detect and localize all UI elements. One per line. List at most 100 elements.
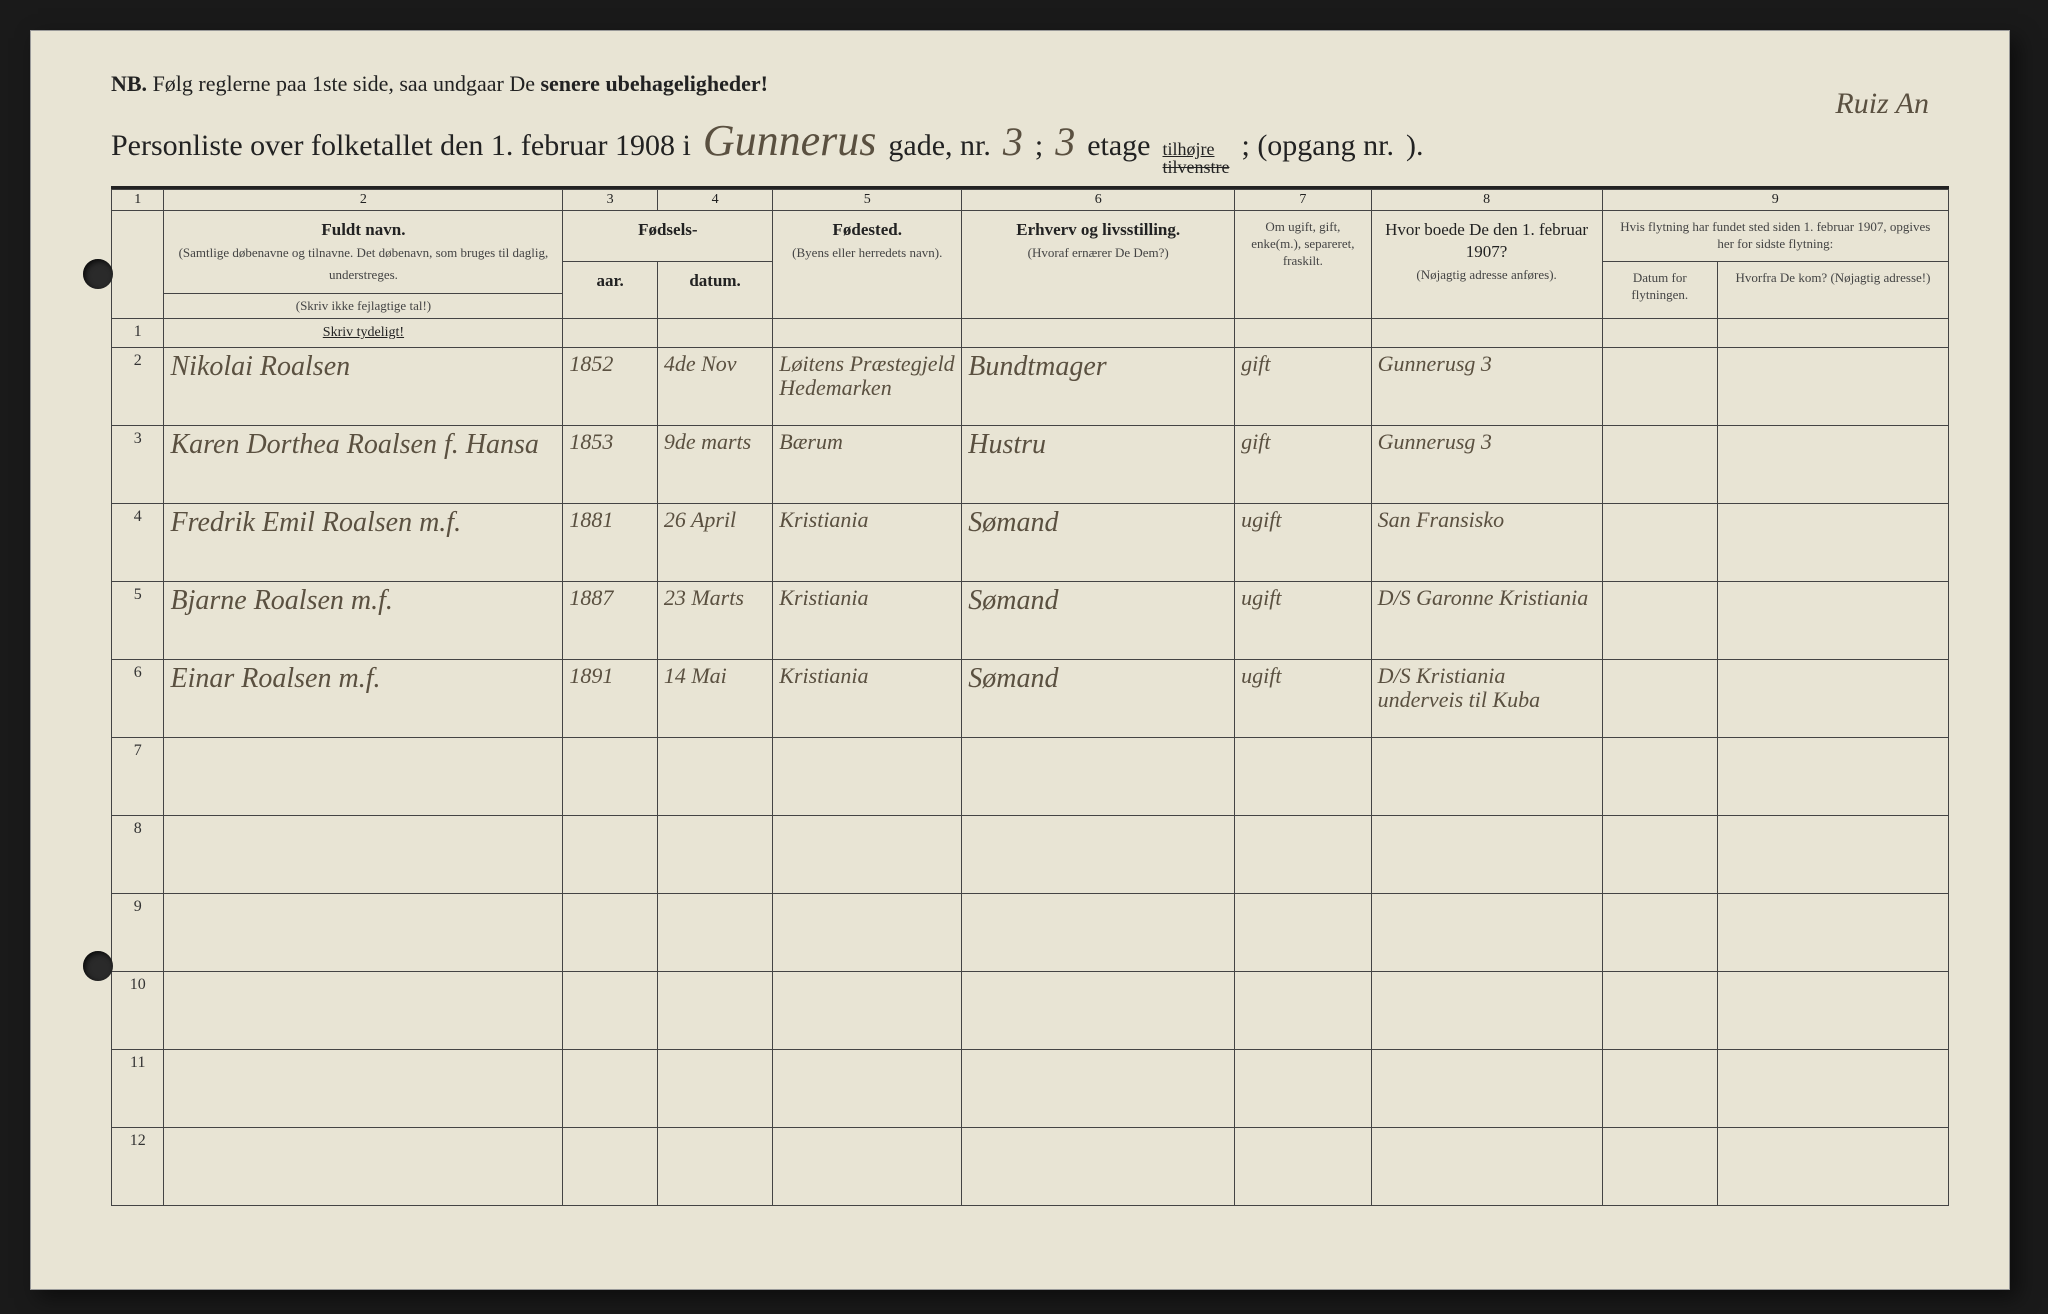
cell-birthplace bbox=[773, 894, 962, 972]
cell-movefrom bbox=[1717, 972, 1948, 1050]
cell-occupation: Sømand bbox=[962, 582, 1235, 660]
cell-birthplace bbox=[773, 738, 962, 816]
cell-movefrom bbox=[1717, 660, 1948, 738]
row-num: 10 bbox=[112, 972, 164, 1050]
table-row: 2Nikolai Roalsen18524de NovLøitens Præst… bbox=[112, 348, 1949, 426]
cell-year: 1887 bbox=[563, 582, 657, 660]
cell-name bbox=[164, 738, 563, 816]
cell-occupation: Hustru bbox=[962, 426, 1235, 504]
row-num: 2 bbox=[112, 348, 164, 426]
table-row: 11 bbox=[112, 1050, 1949, 1128]
header-flytning: Hvis flytning har fundet sted siden 1. f… bbox=[1602, 211, 1948, 262]
nb-warning: NB. Følg reglerne paa 1ste side, saa und… bbox=[111, 71, 1949, 97]
colnum: 3 bbox=[563, 190, 657, 211]
cell-occupation bbox=[962, 894, 1235, 972]
etage-label: etage bbox=[1087, 129, 1150, 163]
cell-birthplace bbox=[773, 816, 962, 894]
cell-date: 26 April bbox=[657, 504, 772, 582]
skriv-ikke: (Skriv ikke fejlagtige tal!) bbox=[164, 294, 563, 319]
cell-date: 23 Marts bbox=[657, 582, 772, 660]
table-row: 3Karen Dorthea Roalsen f. Hansa18539de m… bbox=[112, 426, 1949, 504]
colnum: 2 bbox=[164, 190, 563, 211]
tilhojre: tilhøjre bbox=[1163, 140, 1230, 158]
table-row: 7 bbox=[112, 738, 1949, 816]
cell-prev: San Fransisko bbox=[1371, 504, 1602, 582]
cell-date bbox=[657, 738, 772, 816]
cell-name: Karen Dorthea Roalsen f. Hansa bbox=[164, 426, 563, 504]
cell-occupation: Sømand bbox=[962, 660, 1235, 738]
cell-movefrom bbox=[1717, 1050, 1948, 1128]
closing-paren: ). bbox=[1406, 129, 1424, 163]
table-row: 4Fredrik Emil Roalsen m.f.188126 AprilKr… bbox=[112, 504, 1949, 582]
cell-marital: gift bbox=[1235, 348, 1371, 426]
cell-occupation bbox=[962, 1050, 1235, 1128]
cell-prev bbox=[1371, 738, 1602, 816]
house-number: 3 bbox=[1003, 118, 1023, 165]
cell-date bbox=[657, 1128, 772, 1206]
cell-year bbox=[563, 816, 657, 894]
cell-date: 4de Nov bbox=[657, 348, 772, 426]
header-year: aar. bbox=[563, 261, 657, 319]
cell-movedate bbox=[1602, 348, 1717, 426]
colnum: 7 bbox=[1235, 190, 1371, 211]
cell-year bbox=[563, 738, 657, 816]
tilvenstre: tilvenstre bbox=[1163, 158, 1230, 176]
colnum: 5 bbox=[773, 190, 962, 211]
datum-label: datum. bbox=[689, 271, 740, 290]
cell-birthplace: Løitens Præstegjeld Hedemarken bbox=[773, 348, 962, 426]
colnum: 1 bbox=[112, 190, 164, 211]
row-num: 7 bbox=[112, 738, 164, 816]
colnum: 4 bbox=[657, 190, 772, 211]
cell-movedate bbox=[1602, 816, 1717, 894]
table-row: 10 bbox=[112, 972, 1949, 1050]
cell-year: 1881 bbox=[563, 504, 657, 582]
cell-occupation: Sømand bbox=[962, 504, 1235, 582]
cell-movefrom bbox=[1717, 738, 1948, 816]
table-body: 2Nikolai Roalsen18524de NovLøitens Præst… bbox=[112, 348, 1949, 1206]
punch-hole bbox=[83, 951, 113, 981]
cell-movedate bbox=[1602, 660, 1717, 738]
cell-prev: D/S Kristiania underveis til Kuba bbox=[1371, 660, 1602, 738]
cell-marital bbox=[1235, 738, 1371, 816]
cell-name: Nikolai Roalsen bbox=[164, 348, 563, 426]
corner-annotation: Ruiz An bbox=[1835, 87, 1929, 121]
header-name-sub: (Samtlige døbenavne og tilnavne. Det døb… bbox=[179, 245, 549, 282]
street-handwritten: Gunnerus bbox=[703, 115, 877, 166]
cell-date bbox=[657, 1050, 772, 1128]
cell-prev bbox=[1371, 1050, 1602, 1128]
cell-occupation bbox=[962, 972, 1235, 1050]
erhverv-label: Erhverv og livsstilling. bbox=[1016, 220, 1180, 239]
table-row: 8 bbox=[112, 816, 1949, 894]
cell-prev bbox=[1371, 816, 1602, 894]
cell-year: 1852 bbox=[563, 348, 657, 426]
cell-movedate bbox=[1602, 972, 1717, 1050]
cell-marital bbox=[1235, 816, 1371, 894]
cell-birthplace: Kristiania bbox=[773, 504, 962, 582]
cell-date: 9de marts bbox=[657, 426, 772, 504]
hvor-label: Hvor boede De den 1. februar 1907? bbox=[1385, 220, 1588, 261]
header-occupation: Erhverv og livsstilling. (Hvoraf ernærer… bbox=[962, 211, 1235, 319]
cell-movefrom bbox=[1717, 894, 1948, 972]
cell-movedate bbox=[1602, 894, 1717, 972]
cell-movedate bbox=[1602, 1128, 1717, 1206]
cell-name bbox=[164, 1050, 563, 1128]
cell-date bbox=[657, 816, 772, 894]
header-name-label: Fuldt navn. bbox=[321, 220, 405, 239]
hvor-sub: (Nøjagtig adresse anføres). bbox=[1416, 267, 1556, 282]
row-num: 12 bbox=[112, 1128, 164, 1206]
header-movefrom: Hvorfra De kom? (Nøjagtig adresse!) bbox=[1717, 261, 1948, 319]
header-name: Fuldt navn. (Samtlige døbenavne og tilna… bbox=[164, 211, 563, 294]
row-num: 4 bbox=[112, 504, 164, 582]
cell-occupation bbox=[962, 738, 1235, 816]
aar-label: aar. bbox=[596, 271, 623, 290]
cell-movefrom bbox=[1717, 348, 1948, 426]
cell-birthplace bbox=[773, 972, 962, 1050]
cell-name: Bjarne Roalsen m.f. bbox=[164, 582, 563, 660]
gade-label: gade, nr. bbox=[888, 129, 990, 163]
census-table: 1 2 3 4 5 6 7 8 9 Fuldt navn. (Samtlige … bbox=[111, 189, 1949, 1206]
cell-prev bbox=[1371, 972, 1602, 1050]
nb-bold: senere ubehageligheder! bbox=[540, 71, 768, 96]
floor-number: 3 bbox=[1055, 118, 1075, 165]
cell-movedate bbox=[1602, 582, 1717, 660]
cell-year: 1853 bbox=[563, 426, 657, 504]
